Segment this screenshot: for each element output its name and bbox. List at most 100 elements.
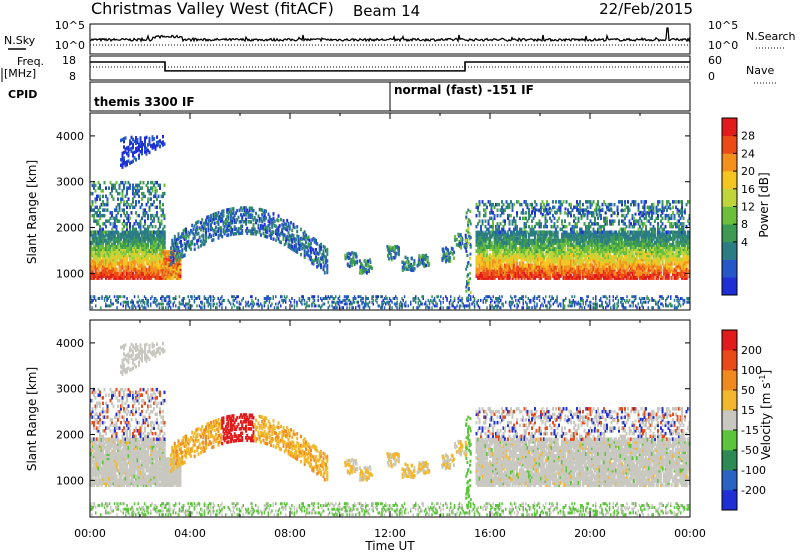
power-cell xyxy=(94,234,97,239)
power-cell xyxy=(640,234,643,239)
power-cell xyxy=(142,234,145,239)
power-cell xyxy=(645,257,648,262)
power-cell xyxy=(625,234,628,239)
power-cell xyxy=(561,257,564,262)
power-cell xyxy=(243,206,246,210)
power-cell xyxy=(132,143,134,147)
power-cell xyxy=(675,222,677,226)
power-cell xyxy=(127,186,130,190)
power-cell xyxy=(154,213,157,218)
power-cell xyxy=(245,217,247,222)
power-cell xyxy=(162,213,164,218)
power-cell xyxy=(192,232,195,236)
power-cell xyxy=(505,200,508,204)
power-cell xyxy=(111,269,114,274)
power-cell xyxy=(102,247,105,252)
power-cell xyxy=(93,219,95,223)
power-cell xyxy=(681,273,684,278)
power-cell xyxy=(586,230,589,235)
power-cell xyxy=(246,210,249,215)
power-cell xyxy=(559,227,562,232)
power-cell xyxy=(114,259,117,264)
power-cell xyxy=(502,208,505,212)
power-cell xyxy=(118,257,121,262)
power-cell xyxy=(233,220,236,225)
power-cell xyxy=(129,147,131,151)
power-cell xyxy=(514,222,517,226)
power-cell xyxy=(138,257,141,262)
power-cell xyxy=(565,261,568,266)
power-cell xyxy=(481,263,484,268)
power-cell xyxy=(600,240,603,245)
power-cell xyxy=(550,263,553,268)
power-cell xyxy=(688,234,690,239)
power-cell xyxy=(616,213,619,218)
power-cell xyxy=(481,222,484,226)
power-cell xyxy=(643,263,646,268)
power-cell xyxy=(646,253,649,258)
power-cell xyxy=(556,242,559,247)
power-cell xyxy=(183,235,186,239)
power-cell xyxy=(235,227,237,231)
power-cell xyxy=(516,261,519,266)
power-cell xyxy=(642,251,645,256)
power-cell xyxy=(103,263,106,268)
power-cell xyxy=(537,271,540,276)
power-cell xyxy=(126,222,128,226)
power-cell xyxy=(585,261,588,266)
power-cell xyxy=(127,213,130,218)
power-cell xyxy=(592,230,595,235)
power-cell xyxy=(94,253,97,258)
power-cell xyxy=(558,216,560,221)
power-cell xyxy=(568,222,571,226)
power-cell xyxy=(570,205,572,210)
power-cell xyxy=(568,232,571,237)
power-cell xyxy=(124,261,127,266)
power-cell xyxy=(97,236,100,241)
power-cell xyxy=(177,252,180,257)
power-cell xyxy=(130,146,133,151)
power-cell xyxy=(218,226,221,231)
power-cell xyxy=(208,235,211,239)
power-cell xyxy=(94,251,97,256)
power-cell xyxy=(120,232,123,237)
power-cell xyxy=(586,259,589,264)
power-cell xyxy=(138,271,141,276)
power-cell xyxy=(570,253,573,258)
power-cell xyxy=(562,245,565,249)
power-cell xyxy=(201,234,204,238)
power-cell xyxy=(580,213,583,218)
power-cell xyxy=(564,238,567,243)
power-cell xyxy=(640,257,643,262)
power-cell xyxy=(528,242,531,247)
power-cell xyxy=(141,253,144,258)
power-cell xyxy=(613,230,616,235)
power-cell xyxy=(94,257,97,262)
power-cell xyxy=(631,230,634,235)
power-cell xyxy=(130,271,133,276)
power-cell xyxy=(133,150,136,155)
power-cell xyxy=(675,271,678,276)
power-cell xyxy=(172,251,175,256)
power-cell xyxy=(513,263,516,268)
power-cell xyxy=(97,222,100,226)
power-cell xyxy=(595,222,598,226)
power-cell xyxy=(508,249,511,254)
power-cell xyxy=(625,261,628,266)
power-cell xyxy=(594,234,597,239)
power-cell xyxy=(567,236,570,241)
power-cell xyxy=(123,230,126,235)
power-cell xyxy=(183,237,186,241)
power-cell xyxy=(483,253,486,258)
power-cell xyxy=(117,261,120,266)
power-cell xyxy=(649,234,652,239)
power-cell xyxy=(132,145,134,150)
power-cell xyxy=(121,154,124,158)
power-cell xyxy=(679,211,682,215)
power-cell xyxy=(630,202,632,207)
power-cell xyxy=(549,273,552,278)
power-cell xyxy=(555,265,558,270)
power-cell xyxy=(133,194,136,199)
power-cell xyxy=(537,232,540,237)
